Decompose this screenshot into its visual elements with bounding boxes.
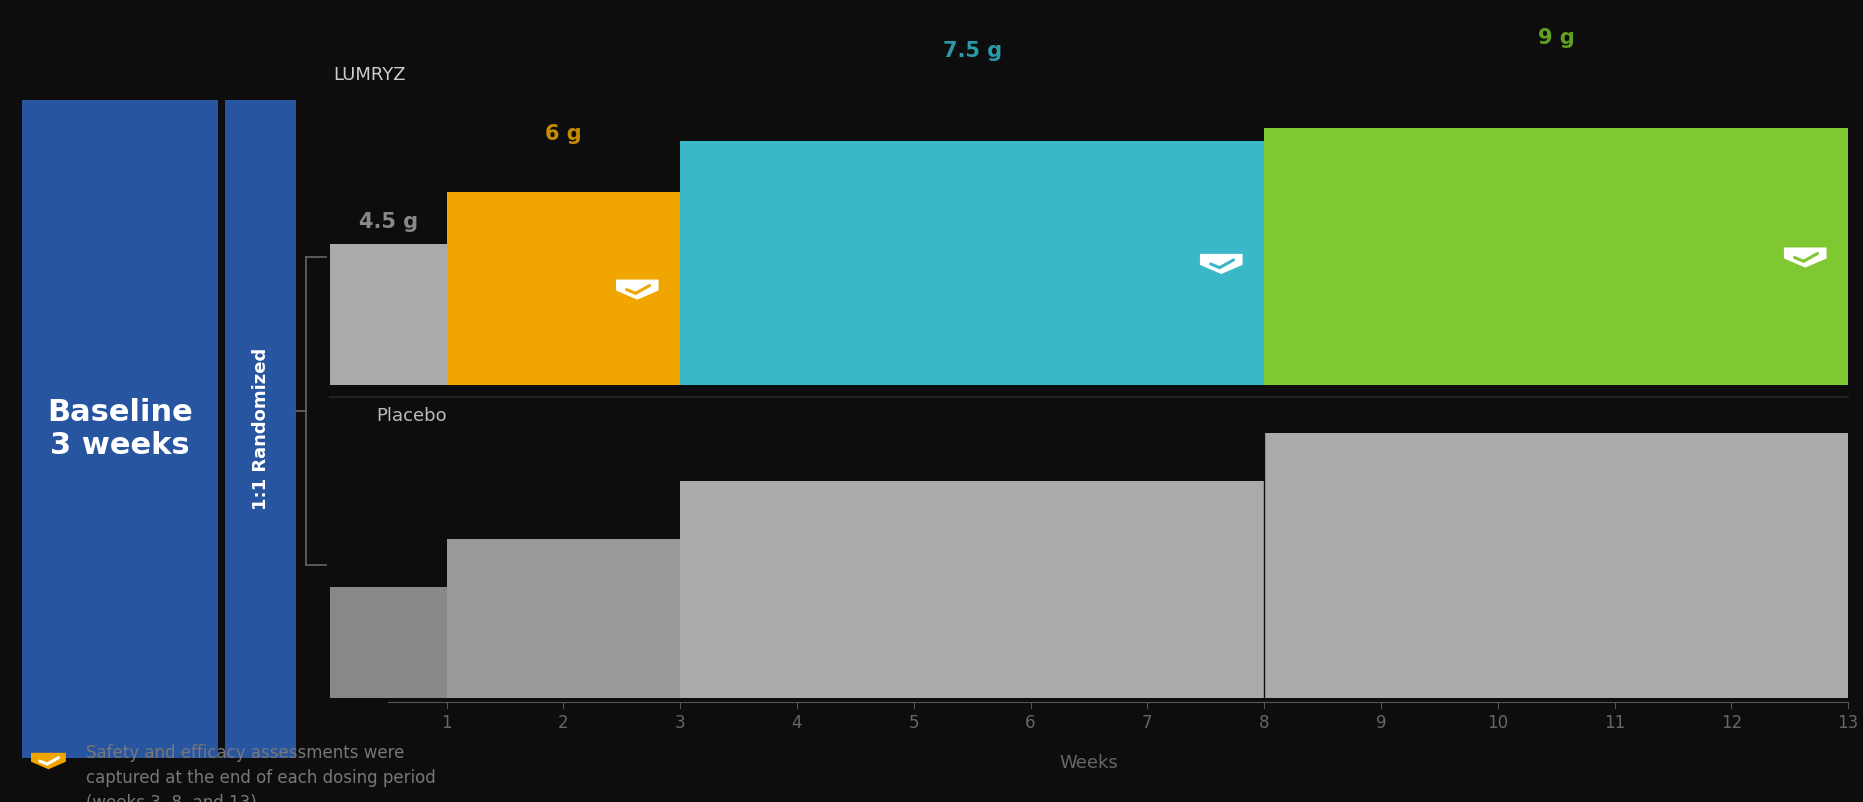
Text: 10: 10 xyxy=(1487,714,1509,731)
Text: Placebo: Placebo xyxy=(376,407,447,425)
Text: 4.5 g: 4.5 g xyxy=(358,212,417,232)
Text: Weeks: Weeks xyxy=(1060,754,1118,772)
Text: 8: 8 xyxy=(1259,714,1269,731)
Text: LUMRYZ: LUMRYZ xyxy=(333,67,406,84)
Text: 1:1 Randomized: 1:1 Randomized xyxy=(252,348,270,510)
Text: 1: 1 xyxy=(442,714,453,731)
Text: 3: 3 xyxy=(674,714,686,731)
Text: 12: 12 xyxy=(1721,714,1742,731)
Text: 5: 5 xyxy=(909,714,918,731)
Text: 9: 9 xyxy=(1375,714,1386,731)
Text: 9 g: 9 g xyxy=(1537,28,1574,48)
Text: Baseline
3 weeks: Baseline 3 weeks xyxy=(47,398,194,460)
Text: 2: 2 xyxy=(559,714,568,731)
Text: 7.5 g: 7.5 g xyxy=(943,41,1002,61)
Text: 13: 13 xyxy=(1837,714,1859,731)
Text: 4: 4 xyxy=(792,714,803,731)
Text: 6: 6 xyxy=(1025,714,1036,731)
Text: 11: 11 xyxy=(1604,714,1625,731)
Text: 7: 7 xyxy=(1142,714,1153,731)
Text: Safety and efficacy assessments were
captured at the end of each dosing period
(: Safety and efficacy assessments were cap… xyxy=(86,744,436,802)
Text: 6 g: 6 g xyxy=(546,124,581,144)
